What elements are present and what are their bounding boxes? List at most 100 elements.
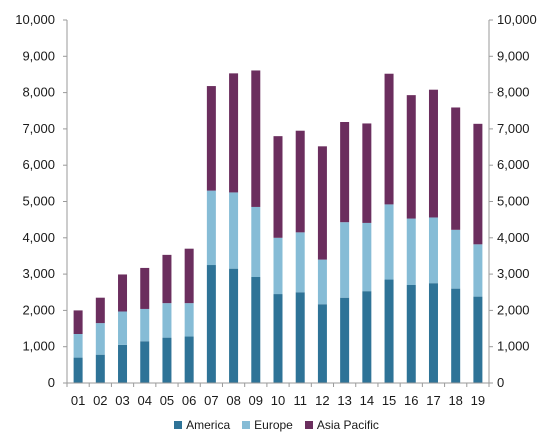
y-tick-label-left: 10,000 — [15, 12, 55, 27]
bar-segment-asia-pacific — [118, 274, 128, 312]
bar-segment-america — [206, 265, 216, 383]
x-tick-label: 15 — [382, 393, 396, 408]
bar-segment-asia-pacific — [73, 310, 83, 334]
y-tick-label-left: 7,000 — [22, 121, 55, 136]
x-tick-label: 05 — [160, 393, 174, 408]
bar-segment-america — [406, 284, 416, 383]
x-tick-label: 06 — [182, 393, 196, 408]
x-tick-label: 03 — [115, 393, 129, 408]
legend-swatch — [174, 421, 183, 429]
y-tick-label-right: 0 — [497, 375, 504, 390]
bar-segment-america — [362, 291, 372, 383]
y-tick-label-left: 2,000 — [22, 302, 55, 317]
bar-segment-europe — [428, 217, 438, 284]
bar-segment-asia-pacific — [473, 123, 483, 245]
bar-segment-asia-pacific — [206, 86, 216, 191]
bar-segment-america — [273, 294, 283, 383]
y-tick-label-right: 1,000 — [497, 339, 530, 354]
bar-segment-asia-pacific — [340, 122, 350, 223]
x-tick-label: 14 — [360, 393, 374, 408]
bar-segment-america — [118, 344, 128, 383]
bar-segment-america — [162, 337, 172, 383]
y-tick-label-left: 9,000 — [22, 48, 55, 63]
x-tick-label: 01 — [71, 393, 85, 408]
y-tick-label-right: 2,000 — [497, 302, 530, 317]
bar-segment-europe — [229, 192, 239, 269]
bar-segment-america — [451, 288, 461, 383]
bar-segment-asia-pacific — [251, 70, 261, 207]
bar-segment-asia-pacific — [162, 254, 172, 304]
x-tick-label: 16 — [404, 393, 418, 408]
x-tick-label: 04 — [138, 393, 152, 408]
bar-segment-asia-pacific — [140, 267, 150, 309]
y-tick-label-right: 6,000 — [497, 157, 530, 172]
bar-segment-america — [428, 283, 438, 383]
plot-area — [73, 70, 483, 383]
legend-label: Europe — [254, 418, 293, 432]
y-tick-label-right: 3,000 — [497, 266, 530, 281]
bar-segment-europe — [140, 308, 150, 342]
bar-segment-america — [95, 354, 105, 383]
bar-segment-america — [317, 304, 327, 383]
bar-segment-asia-pacific — [273, 136, 283, 238]
x-tick-label: 09 — [249, 393, 263, 408]
bar-segment-america — [384, 279, 394, 383]
bar-segment-europe — [384, 204, 394, 280]
x-tick-label: 11 — [293, 393, 307, 408]
x-tick-label: 07 — [204, 393, 218, 408]
legend-swatch — [304, 421, 313, 429]
bar-segment-america — [251, 277, 261, 383]
legend-item: America — [174, 418, 230, 432]
bar-segment-asia-pacific — [95, 297, 105, 324]
axes: 0 0 1,000 1,000 2,000 2,000 3,000 3,000 4,000 4,0… — [15, 12, 537, 408]
y-tick-label-right: 7,000 — [497, 121, 530, 136]
bar-segment-america — [140, 341, 150, 383]
bar-segment-asia-pacific — [295, 130, 305, 233]
bar-segment-america — [229, 268, 239, 383]
y-tick-label-right: 4,000 — [497, 230, 530, 245]
y-tick-label-left: 3,000 — [22, 266, 55, 281]
bar-segment-europe — [95, 323, 105, 355]
bar-segment-america — [73, 357, 83, 383]
y-tick-label-left: 0 — [48, 375, 55, 390]
x-tick-label: 12 — [315, 393, 329, 408]
bar-segment-europe — [473, 244, 483, 297]
legend-item: Asia Pacific — [304, 418, 379, 432]
bar-segment-asia-pacific — [229, 73, 239, 193]
bar-segment-asia-pacific — [184, 248, 194, 304]
bar-segment-america — [184, 336, 194, 383]
legend-label: Asia Pacific — [316, 418, 379, 432]
bar-segment-asia-pacific — [317, 146, 327, 260]
bar-segment-asia-pacific — [451, 107, 461, 230]
bar-segment-america — [340, 297, 350, 383]
bar-segment-europe — [184, 303, 194, 337]
x-tick-label: 18 — [448, 393, 462, 408]
bar-segment-europe — [273, 237, 283, 295]
legend-label: America — [186, 418, 231, 432]
x-tick-label: 13 — [337, 393, 351, 408]
bar-segment-europe — [362, 222, 372, 292]
x-tick-label: 02 — [93, 393, 107, 408]
bar-segment-europe — [451, 229, 461, 289]
y-tick-label-right: 8,000 — [497, 85, 530, 100]
x-tick-label: 17 — [426, 393, 440, 408]
bar-segment-europe — [73, 333, 83, 358]
bar-segment-asia-pacific — [384, 73, 394, 205]
y-tick-label-left: 6,000 — [22, 157, 55, 172]
y-tick-label-left: 5,000 — [22, 194, 55, 209]
y-tick-label-left: 4,000 — [22, 230, 55, 245]
y-tick-label-left: 8,000 — [22, 85, 55, 100]
bar-segment-europe — [317, 259, 327, 305]
bar-segment-asia-pacific — [362, 123, 372, 223]
x-tick-label: 10 — [271, 393, 285, 408]
y-tick-label-left: 1,000 — [22, 339, 55, 354]
bar-segment-asia-pacific — [428, 89, 438, 218]
bar-segment-asia-pacific — [406, 95, 416, 219]
bar-segment-america — [295, 292, 305, 383]
bar-segment-europe — [251, 206, 261, 278]
bar-segment-europe — [340, 222, 350, 298]
bar-segment-europe — [162, 303, 172, 338]
bar-segment-europe — [295, 232, 305, 293]
bar-segment-europe — [406, 218, 416, 285]
